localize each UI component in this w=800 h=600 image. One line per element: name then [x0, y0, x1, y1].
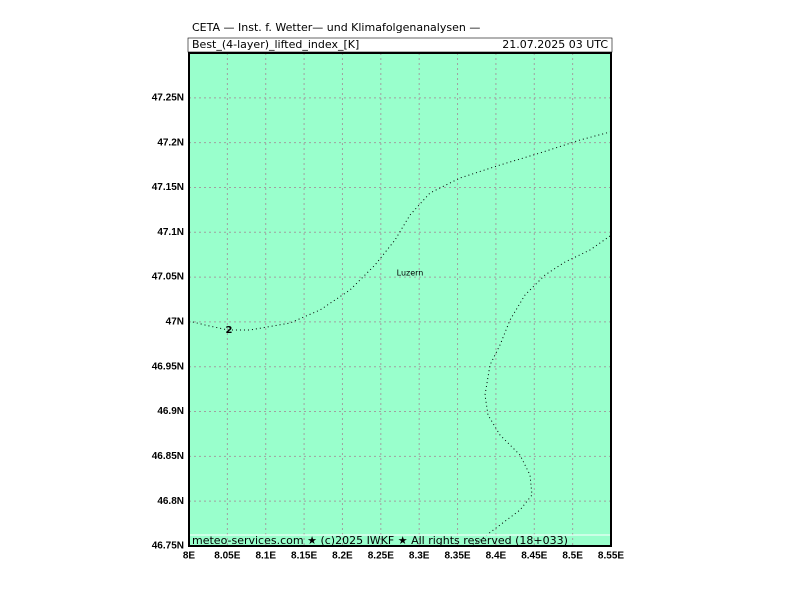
- y-tick-label: 46.75N: [152, 541, 184, 552]
- x-tick-label: 8.1E: [255, 551, 276, 562]
- footer: meteo-services.com ★ (c)2025 IWKF ★ All …: [192, 534, 568, 547]
- x-tick-label: 8.45E: [521, 551, 547, 562]
- map-frame: [188, 52, 612, 547]
- x-tick-label: 8.05E: [214, 551, 240, 562]
- border: [469, 235, 611, 547]
- y-tick-label: 47N: [166, 317, 184, 328]
- y-tick-label: 46.8N: [157, 496, 184, 507]
- x-tick-label: 8.55E: [598, 551, 624, 562]
- header-title: CETA — Inst. f. Wetter— und Klimafolgena…: [192, 21, 480, 34]
- y-tick-label: 46.9N: [157, 406, 184, 417]
- x-tick-label: 8.15E: [291, 551, 317, 562]
- x-tick-label: 8E: [183, 551, 196, 562]
- y-tick-label: 47.1N: [157, 227, 184, 238]
- contour-label: 2: [226, 325, 233, 336]
- y-tick-label: 46.95N: [152, 361, 184, 372]
- x-tick-label: 8.4E: [486, 551, 507, 562]
- y-tick-label: 47.05N: [152, 272, 184, 283]
- field-name: Best_(4-layer)_lifted_index_[K]: [192, 38, 359, 51]
- x-tick-label: 8.2E: [332, 551, 353, 562]
- x-tick-label: 8.5E: [562, 551, 583, 562]
- y-tick-label: 47.2N: [157, 137, 184, 148]
- x-tick-label: 8.35E: [444, 551, 470, 562]
- y-tick-label: 47.25N: [152, 92, 184, 103]
- map-area: [189, 53, 611, 546]
- x-tick-label: 8.25E: [368, 551, 394, 562]
- y-tick-label: 47.15N: [152, 182, 184, 193]
- x-tick-label: 8.3E: [409, 551, 430, 562]
- city-label: Luzern: [397, 269, 424, 278]
- valid-time: 21.07.2025 03 UTC: [502, 38, 608, 51]
- y-tick-label: 46.85N: [152, 451, 184, 462]
